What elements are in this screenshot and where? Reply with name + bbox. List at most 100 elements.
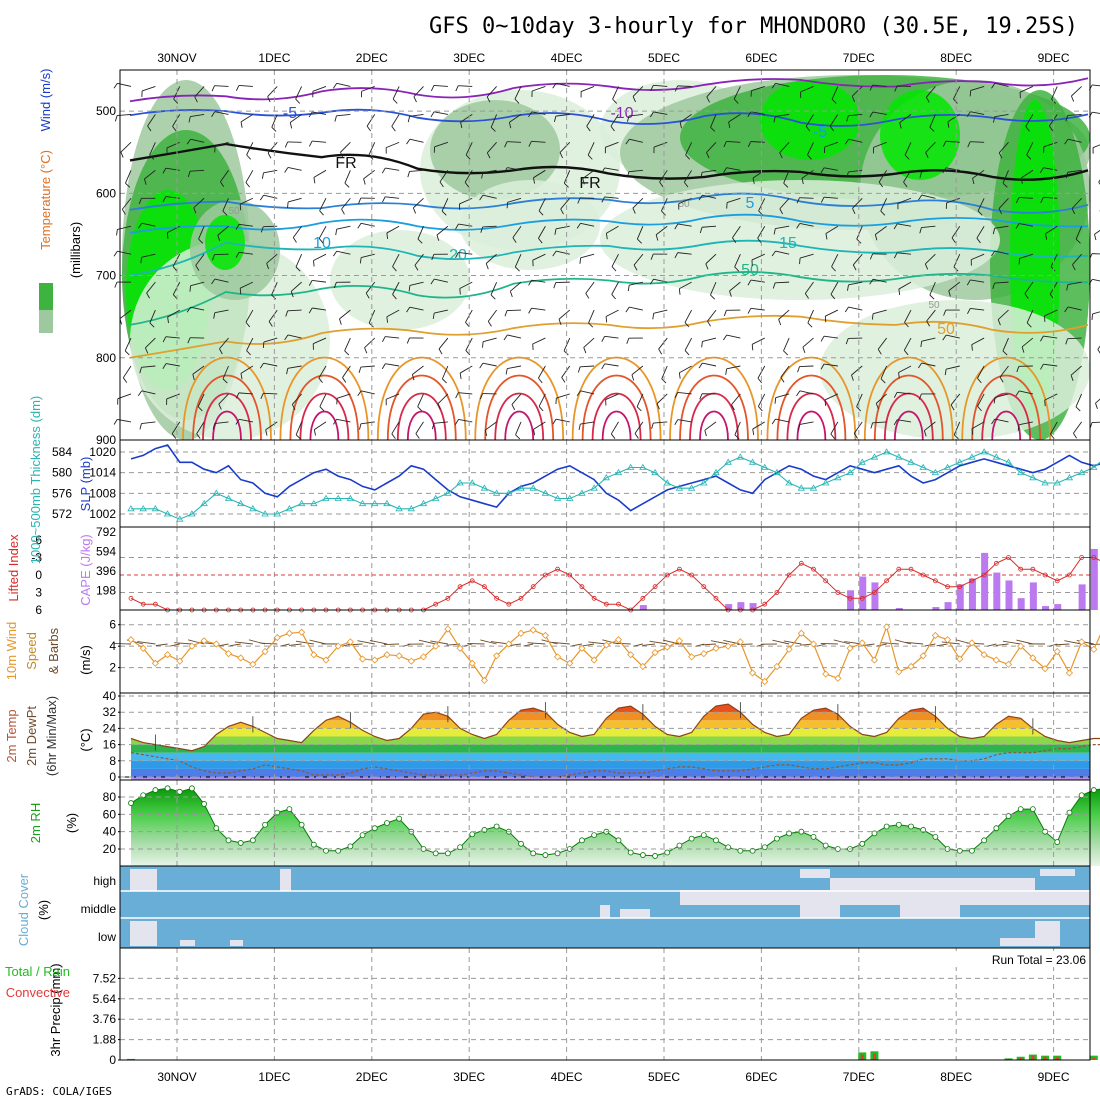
wind-barb-flag: [143, 178, 147, 185]
wind-barb-flag: [212, 254, 215, 261]
wind-barb-flag: [344, 182, 350, 188]
wind-barb-flag: [576, 223, 581, 229]
rh-marker: [1017, 806, 1024, 813]
wind-barb-flag: [508, 122, 512, 129]
wind-barb-flag: [553, 116, 557, 123]
thickness-tick-label: 580: [52, 466, 72, 480]
wind-barb-flag: [172, 126, 177, 132]
thickness-marker: [956, 458, 964, 465]
thickness-marker: [151, 505, 160, 512]
rh-marker: [432, 850, 439, 857]
wind-barb-flag: [290, 291, 294, 298]
wind-barb-flag: [831, 266, 836, 272]
wind-barb-flag: [137, 390, 143, 397]
wind-barb-flag: [1065, 115, 1069, 122]
wind-barb: [799, 197, 814, 199]
surface-barb: [710, 640, 729, 645]
wind-barb-flag: [464, 182, 470, 188]
rh-marker: [627, 849, 634, 856]
wind-barb-flag: [1065, 338, 1069, 345]
isotherm-warm: [679, 374, 749, 441]
wind-barb-flag: [852, 208, 856, 214]
wind-barb-flag: [240, 121, 243, 128]
wind-barb-flag: [358, 366, 362, 373]
wind-barb-flag: [114, 281, 118, 288]
wind-barb: [486, 142, 497, 154]
wind-barb: [994, 418, 1009, 423]
surface-barb: [816, 643, 826, 647]
wind-barb: [750, 307, 765, 311]
date-label-bottom: 5DEC: [648, 1070, 680, 1084]
wind-barb: [238, 392, 253, 395]
wind-barb: [560, 197, 571, 210]
wind-barb: [872, 309, 887, 315]
wind-barb-flag: [601, 363, 606, 370]
wind-barb-flag: [747, 141, 752, 148]
wind-barb: [490, 281, 498, 296]
wind-barb-flag: [147, 125, 152, 132]
wind-barb: [734, 421, 741, 435]
wind-barb: [214, 111, 229, 115]
isotherm-warm: [212, 410, 242, 441]
wind-barb-flag: [903, 350, 909, 356]
wind-barb-flag: [649, 111, 654, 118]
thickness-marker: [663, 479, 671, 486]
wind-barb: [531, 279, 546, 283]
thickness-marker: [236, 499, 245, 507]
li-marker: [981, 572, 987, 578]
cape-bar: [749, 603, 757, 610]
y-tick-label: 0: [109, 770, 116, 784]
wind-barb: [385, 393, 400, 400]
wind-barb: [318, 365, 327, 379]
wind-barb: [1067, 281, 1082, 285]
wind-barb-flag: [966, 279, 971, 286]
wind-barb-flag: [625, 138, 630, 145]
wind-barb: [702, 337, 717, 342]
wind-barb-flag: [460, 122, 463, 129]
wind-barb-flag: [710, 126, 716, 132]
wind-barb: [898, 365, 912, 373]
wind-barb-flag: [1064, 138, 1069, 145]
wind-speed-marker: [943, 636, 952, 644]
wind-speed-marker: [639, 662, 647, 671]
cape-bar: [737, 602, 745, 610]
wind-barb: [629, 138, 643, 143]
wind-barb-flag: [1048, 125, 1054, 132]
wind-speed-marker: [553, 653, 562, 661]
rh-marker: [371, 825, 378, 832]
cloud-row-label: high: [93, 874, 116, 888]
wind-barb: [214, 421, 229, 425]
wind-barb-flag: [732, 237, 737, 243]
wind-barb-flag: [528, 141, 532, 147]
wind-barb-flag: [166, 232, 169, 239]
isotherm-warm: [182, 356, 272, 441]
wind-barb-flag: [758, 210, 763, 216]
wind-barb: [314, 421, 327, 430]
wind-speed-marker: [663, 643, 671, 651]
wind-barb: [706, 86, 717, 98]
wind-barb-flag: [406, 306, 411, 313]
wind-barb: [1048, 114, 1058, 127]
wind-barb: [853, 421, 863, 434]
wind-barb-flag: [212, 423, 216, 430]
wind-barb-flag: [504, 310, 508, 317]
wind-barb-flag: [1075, 238, 1081, 244]
wind-barb-flag: [189, 285, 192, 292]
wind-barb: [752, 169, 765, 179]
wind-barb: [977, 365, 985, 379]
wind-barb: [948, 281, 961, 292]
wind-barb-flag: [482, 341, 484, 348]
isotherm-warm: [581, 374, 652, 441]
wind-barb: [580, 390, 595, 395]
wind-barb-flag: [386, 316, 389, 323]
wind-barb-flag: [1024, 293, 1029, 299]
wind-barb: [510, 281, 522, 292]
wind-speed-marker: [285, 629, 294, 637]
surface-barb: [876, 643, 887, 647]
wind-barb-flag: [260, 226, 264, 233]
wind-barb: [482, 169, 497, 173]
thickness-marker: [176, 515, 184, 522]
wind-barb: [970, 86, 985, 91]
isotherm-warm: [202, 392, 252, 441]
wind-barb: [678, 197, 692, 205]
